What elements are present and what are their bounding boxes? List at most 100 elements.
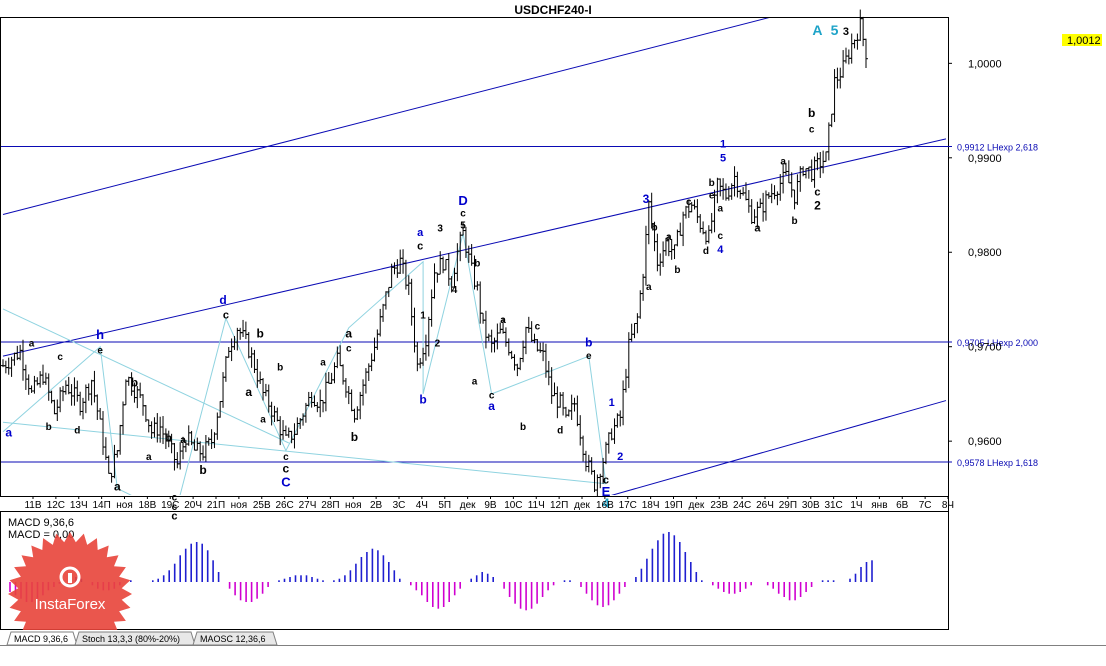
- x-tick-label: дек: [688, 500, 704, 511]
- wave-label: c: [171, 511, 177, 523]
- price-bars: [1, 9, 868, 497]
- wave-label: b: [651, 223, 657, 234]
- wave-label: 1: [720, 138, 726, 150]
- x-tick-label: 12С: [47, 500, 65, 511]
- x-tick-label: 16В: [596, 500, 614, 511]
- x-tick-label: 8Ч: [942, 500, 954, 511]
- x-tick-label: 24С: [733, 500, 751, 511]
- x-tick-label: 17С: [619, 500, 637, 511]
- macd-label: MACD 9,36,6: [8, 517, 74, 529]
- wave-label: c: [172, 493, 178, 504]
- wave-label: a: [5, 425, 12, 439]
- x-tick-label: ноя: [116, 500, 133, 511]
- wave-label: a: [29, 339, 35, 350]
- wave-label: 5: [720, 153, 726, 165]
- x-tick-label: 6В: [896, 500, 909, 511]
- fib-level-label: 0,9578 LHexp 1,618: [957, 458, 1038, 468]
- x-tick-label: 31С: [824, 500, 842, 511]
- instaforex-logo: InstaForex: [8, 532, 132, 656]
- wave-label: 4: [602, 495, 610, 510]
- wave-label: b: [257, 326, 264, 340]
- x-tick-label: 29П: [779, 500, 797, 511]
- wave-label: a: [472, 376, 478, 387]
- wave-label: c: [223, 309, 229, 321]
- wave-label: a: [245, 385, 252, 399]
- wave-label: c: [346, 343, 352, 354]
- x-tick-label: 18Ч: [642, 500, 660, 511]
- wave-label: b: [791, 216, 797, 227]
- tab-label: Stoch 13,3,3 (80%-20%): [82, 634, 180, 644]
- x-tick-label: 25В: [253, 500, 271, 511]
- wave-label: b: [199, 463, 206, 477]
- x-tick-label: 27Ч: [299, 500, 317, 511]
- wave-label: d: [703, 246, 709, 257]
- wave-label: a: [780, 156, 786, 167]
- wave-label: b: [166, 433, 172, 444]
- tab-shape: [192, 631, 278, 646]
- macd-histogram: [9, 532, 873, 611]
- wave-label: 2: [435, 339, 441, 350]
- wave-label: a: [180, 435, 186, 446]
- wave-label: D: [458, 193, 467, 208]
- wave-label: c: [460, 208, 466, 219]
- y-tick-label: 0,9600: [968, 436, 1002, 448]
- x-tick-label: 26Ч: [756, 500, 774, 511]
- wave-label: d: [219, 293, 226, 307]
- wave-label: 4: [717, 244, 724, 256]
- indicator-tab[interactable]: MACD 9,36,6: [6, 631, 78, 646]
- wave-label: C: [281, 474, 291, 489]
- current-price-box: [1062, 34, 1102, 46]
- channel-line-upper: [2, 18, 770, 215]
- wave-label: a: [260, 414, 266, 425]
- wave-label: c: [283, 452, 289, 463]
- wave-label: b: [520, 422, 526, 433]
- y-tick-label: 0,9800: [968, 247, 1002, 259]
- indicator-tab[interactable]: MAOSC 12,36,6: [192, 631, 278, 646]
- wave-label: c: [417, 240, 423, 252]
- x-tick-label: 23В: [710, 500, 728, 511]
- tab-label: MACD 9,36,6: [14, 634, 68, 644]
- wave-label: a: [754, 222, 761, 234]
- x-tick-label: 9В: [484, 500, 497, 511]
- wave-label: 1: [609, 397, 615, 409]
- wave-label: b: [474, 258, 480, 269]
- wave-label: 5: [460, 221, 466, 232]
- wave-label: a: [666, 232, 672, 243]
- wave-label: b: [585, 336, 592, 350]
- x-tick-label: 28П: [321, 500, 339, 511]
- x-tick-label: 12П: [550, 500, 568, 511]
- x-tick-label: 20Ч: [184, 500, 202, 511]
- current-price-label: 1,0012: [1067, 35, 1101, 47]
- wave-label: c: [814, 187, 820, 199]
- wave-label: a: [488, 399, 495, 413]
- tab-shape: [74, 631, 196, 646]
- channel-line-lower: [611, 400, 947, 495]
- fibonacci-levels: 0,9912 LHexp 2,618 0,9705 LHexp 2,000 0,95…: [1, 142, 1038, 468]
- x-tick-label: 18В: [138, 500, 156, 511]
- x-tick-label: янв: [871, 500, 887, 511]
- wave-label: e: [97, 345, 103, 356]
- x-tick-label: 2В: [370, 500, 383, 511]
- wave-label: 1: [420, 310, 426, 321]
- wave-label: a: [320, 358, 326, 369]
- x-tick-label: ноя: [345, 500, 362, 511]
- indicator-tabs: MACD 9,36,6 Stoch 13,3,3 (80%-20%) MAOSC 1…: [0, 630, 1106, 661]
- tab-label: MAOSC 12,36,6: [200, 634, 266, 644]
- wave-label: a: [646, 282, 652, 293]
- wave-label: 3: [437, 223, 443, 234]
- wave-label: d: [557, 426, 563, 437]
- x-tick-label: 26С: [275, 500, 293, 511]
- macd-zero-label: MACD = 0,00: [8, 529, 74, 541]
- indicator-tab[interactable]: Stoch 13,3,3 (80%-20%): [74, 631, 196, 646]
- wave-label: A: [812, 22, 822, 38]
- x-tick-label: 19П: [664, 500, 682, 511]
- y-tick-label: 0,9700: [968, 342, 1002, 354]
- wave-label: 2: [617, 451, 623, 463]
- x-tick-label: 7С: [919, 500, 932, 511]
- x-tick-label: 30В: [802, 500, 820, 511]
- wave-label: b: [351, 430, 358, 444]
- wave-label: b: [277, 362, 283, 373]
